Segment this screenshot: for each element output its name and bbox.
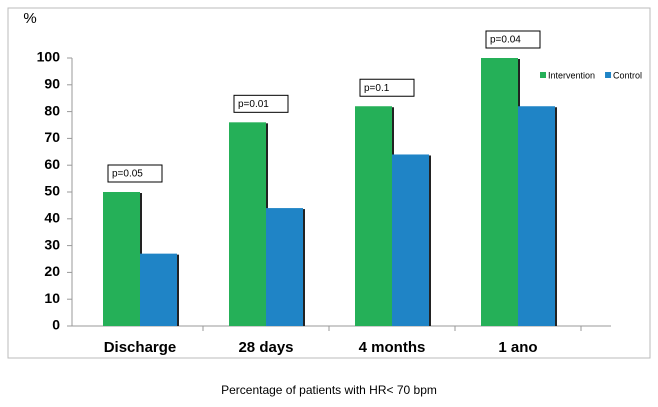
bar bbox=[481, 58, 518, 326]
x-tick-label: 4 months bbox=[359, 339, 426, 356]
bar bbox=[518, 106, 555, 327]
x-tick-label: Discharge bbox=[104, 339, 177, 356]
y-tick-label: 10 bbox=[44, 290, 60, 306]
y-tick-label: 60 bbox=[44, 156, 60, 172]
y-tick-label: 30 bbox=[44, 236, 60, 252]
y-tick-label: 80 bbox=[44, 102, 60, 118]
y-tick-label: 70 bbox=[44, 129, 60, 145]
legend-label: Intervention bbox=[548, 70, 595, 80]
legend-swatch bbox=[540, 72, 546, 78]
x-tick-label: 1 ano bbox=[498, 339, 537, 356]
legend-label: Control bbox=[613, 70, 642, 80]
legend-swatch bbox=[605, 72, 612, 78]
y-tick-label: 0 bbox=[52, 317, 60, 333]
annotation-box bbox=[233, 94, 289, 113]
plot-frame bbox=[7, 7, 651, 359]
bar bbox=[140, 253, 177, 326]
bar bbox=[355, 106, 392, 327]
y-axis-label: % bbox=[23, 10, 36, 27]
bar bbox=[229, 122, 266, 326]
bar bbox=[392, 154, 429, 326]
annotation-box bbox=[359, 78, 415, 97]
y-tick-label: 100 bbox=[37, 49, 61, 65]
x-tick-label: 28 days bbox=[238, 339, 293, 356]
y-tick-label: 40 bbox=[44, 210, 60, 226]
annotation: p=0.01 bbox=[238, 99, 269, 110]
annotation-box bbox=[107, 164, 163, 183]
annotation-box bbox=[485, 30, 541, 49]
bar bbox=[266, 208, 303, 326]
annotation: p=0.1 bbox=[364, 83, 390, 94]
y-tick-label: 90 bbox=[44, 76, 60, 92]
bar bbox=[103, 192, 140, 326]
y-tick-label: 50 bbox=[44, 183, 60, 199]
y-tick-label: 20 bbox=[44, 263, 60, 279]
x-axis-label: Percentage of patients with HR< 70 bpm bbox=[221, 383, 437, 397]
annotation: p=0.05 bbox=[112, 169, 143, 180]
annotation: p=0.04 bbox=[490, 35, 521, 46]
